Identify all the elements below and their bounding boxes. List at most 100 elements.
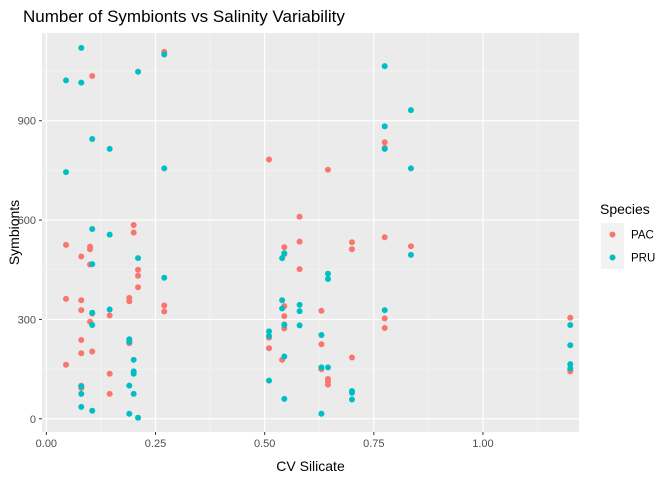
- point-pac: [381, 325, 388, 332]
- point-pac: [161, 308, 168, 315]
- point-pru: [89, 309, 96, 316]
- point-pru: [89, 226, 96, 233]
- point-pru: [135, 255, 142, 262]
- point-pru: [279, 305, 286, 312]
- y-tick-label: 300: [18, 314, 36, 326]
- point-pru: [348, 389, 355, 396]
- point-pac: [266, 156, 273, 163]
- point-pru: [135, 414, 142, 421]
- legend-title: Species: [600, 201, 650, 217]
- point-pac: [78, 336, 85, 343]
- point-pru: [348, 396, 355, 403]
- point-pru: [567, 342, 574, 349]
- plot-panel: [42, 33, 579, 432]
- x-axis-ticks: 0.00 0.25 0.50 0.75 1.00: [36, 432, 494, 450]
- point-pac: [63, 361, 70, 368]
- point-pru: [296, 322, 303, 329]
- point-pac: [161, 302, 168, 309]
- y-tick-label: 0: [30, 414, 36, 426]
- point-pru: [279, 255, 286, 262]
- point-pac: [381, 139, 388, 146]
- point-pru: [266, 377, 273, 384]
- x-tick-label: 1.00: [472, 438, 493, 450]
- point-pac: [296, 213, 303, 220]
- point-pac: [381, 234, 388, 241]
- legend-swatch-pru: [609, 254, 616, 261]
- point-pru: [78, 403, 85, 410]
- point-pac: [318, 307, 325, 314]
- point-pru: [126, 338, 133, 345]
- point-pru: [318, 364, 325, 371]
- point-pru: [324, 270, 331, 277]
- legend-entries: PAC PRU: [601, 223, 655, 269]
- point-pac: [63, 241, 70, 248]
- point-pru: [106, 145, 113, 152]
- point-pac: [381, 315, 388, 322]
- point-pru: [89, 322, 96, 329]
- x-tick-label: 0.50: [254, 438, 275, 450]
- point-pac: [130, 222, 137, 229]
- point-pac: [324, 166, 331, 173]
- point-pru: [567, 361, 574, 368]
- point-pru: [78, 383, 85, 390]
- point-pac: [407, 243, 414, 250]
- x-axis-title: CV Silicate: [276, 458, 345, 474]
- legend-swatch-pac: [609, 231, 616, 238]
- legend-label-pru: PRU: [631, 253, 655, 265]
- minor-gridlines: [42, 33, 579, 432]
- point-pac: [296, 238, 303, 245]
- point-pru: [106, 231, 113, 238]
- point-pru: [281, 322, 288, 329]
- point-pru: [130, 390, 137, 397]
- y-axis-ticks: 0 300 600 900: [18, 116, 42, 426]
- legend: Species PAC PRU: [600, 201, 655, 269]
- point-pru: [279, 297, 286, 304]
- point-pru: [130, 356, 137, 363]
- legend-label-pac: PAC: [631, 230, 654, 242]
- point-pac: [348, 246, 355, 253]
- point-pru: [89, 261, 96, 268]
- point-pru: [78, 44, 85, 51]
- point-pac: [106, 390, 113, 397]
- point-pru: [318, 410, 325, 417]
- point-pru: [63, 77, 70, 84]
- point-pru: [407, 107, 414, 114]
- point-pru: [381, 123, 388, 130]
- point-pru: [407, 251, 414, 258]
- point-pac: [78, 297, 85, 304]
- point-pac: [135, 284, 142, 291]
- point-pru: [106, 306, 113, 313]
- point-pru: [381, 63, 388, 70]
- point-pac: [281, 313, 288, 320]
- point-pru: [381, 307, 388, 314]
- point-pac: [324, 381, 331, 388]
- point-pru: [78, 79, 85, 86]
- x-tick-label: 0.00: [36, 438, 57, 450]
- point-pru: [89, 135, 96, 142]
- y-axis-title: Symbionts: [6, 200, 22, 265]
- point-pac: [63, 295, 70, 302]
- point-pac: [348, 354, 355, 361]
- point-pac: [78, 350, 85, 357]
- point-pac: [135, 272, 142, 279]
- point-pru: [63, 169, 70, 176]
- point-pac: [296, 266, 303, 273]
- point-pru: [281, 353, 288, 360]
- point-pac: [266, 345, 273, 352]
- point-pru: [161, 274, 168, 281]
- point-pru: [296, 301, 303, 308]
- point-pru: [407, 165, 414, 172]
- point-pac: [106, 312, 113, 319]
- point-pru: [78, 390, 85, 397]
- point-pac: [348, 239, 355, 246]
- point-pac: [78, 307, 85, 314]
- point-pru: [567, 322, 574, 329]
- point-pru: [324, 364, 331, 371]
- point-pru: [161, 165, 168, 172]
- point-pac: [87, 243, 94, 250]
- x-tick-label: 0.75: [363, 438, 384, 450]
- point-pru: [130, 370, 137, 377]
- point-pru: [281, 395, 288, 402]
- point-pru: [161, 51, 168, 58]
